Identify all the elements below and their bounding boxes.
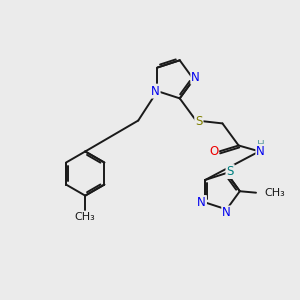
Text: S: S bbox=[226, 165, 234, 178]
Text: CH₃: CH₃ bbox=[264, 188, 285, 198]
Text: O: O bbox=[209, 145, 218, 158]
Text: S: S bbox=[195, 116, 203, 128]
Text: N: N bbox=[151, 85, 160, 98]
Text: N: N bbox=[197, 196, 206, 209]
Text: H: H bbox=[257, 140, 265, 150]
Text: N: N bbox=[256, 145, 265, 158]
Text: N: N bbox=[191, 71, 200, 84]
Text: CH₃: CH₃ bbox=[75, 212, 96, 222]
Text: N: N bbox=[222, 206, 231, 220]
